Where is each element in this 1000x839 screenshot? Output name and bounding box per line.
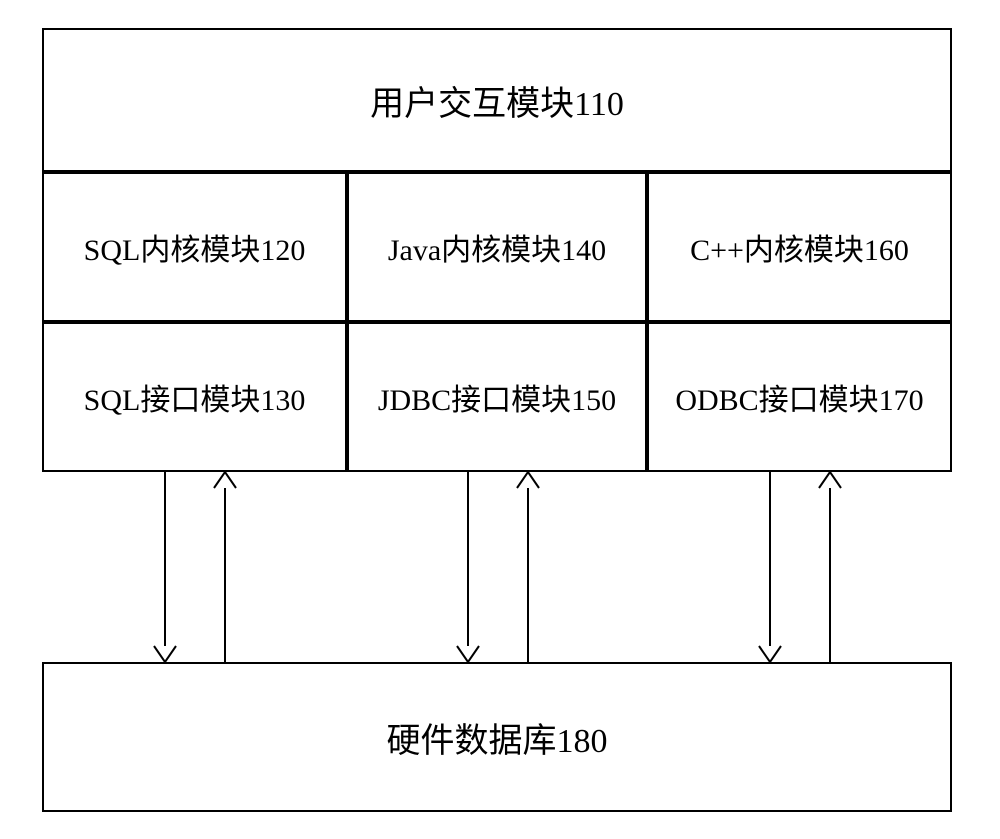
block-label: Java内核模块140 bbox=[388, 225, 606, 269]
block-cpp-kernel: C++内核模块160 bbox=[647, 172, 952, 322]
block-label: 用户交互模块110 bbox=[370, 76, 624, 125]
block-odbc-interface: ODBC接口模块170 bbox=[647, 322, 952, 472]
block-jdbc-interface: JDBC接口模块150 bbox=[347, 322, 647, 472]
block-sql-kernel: SQL内核模块120 bbox=[42, 172, 347, 322]
block-user-interaction: 用户交互模块110 bbox=[42, 28, 952, 172]
block-java-kernel: Java内核模块140 bbox=[347, 172, 647, 322]
block-label: 硬件数据库180 bbox=[387, 713, 608, 762]
block-label: SQL内核模块120 bbox=[84, 225, 306, 269]
block-label: C++内核模块160 bbox=[690, 225, 909, 269]
block-label: ODBC接口模块170 bbox=[675, 375, 923, 419]
block-sql-interface: SQL接口模块130 bbox=[42, 322, 347, 472]
block-label: SQL接口模块130 bbox=[84, 375, 306, 419]
block-label: JDBC接口模块150 bbox=[378, 375, 616, 419]
block-hardware-db: 硬件数据库180 bbox=[42, 662, 952, 812]
